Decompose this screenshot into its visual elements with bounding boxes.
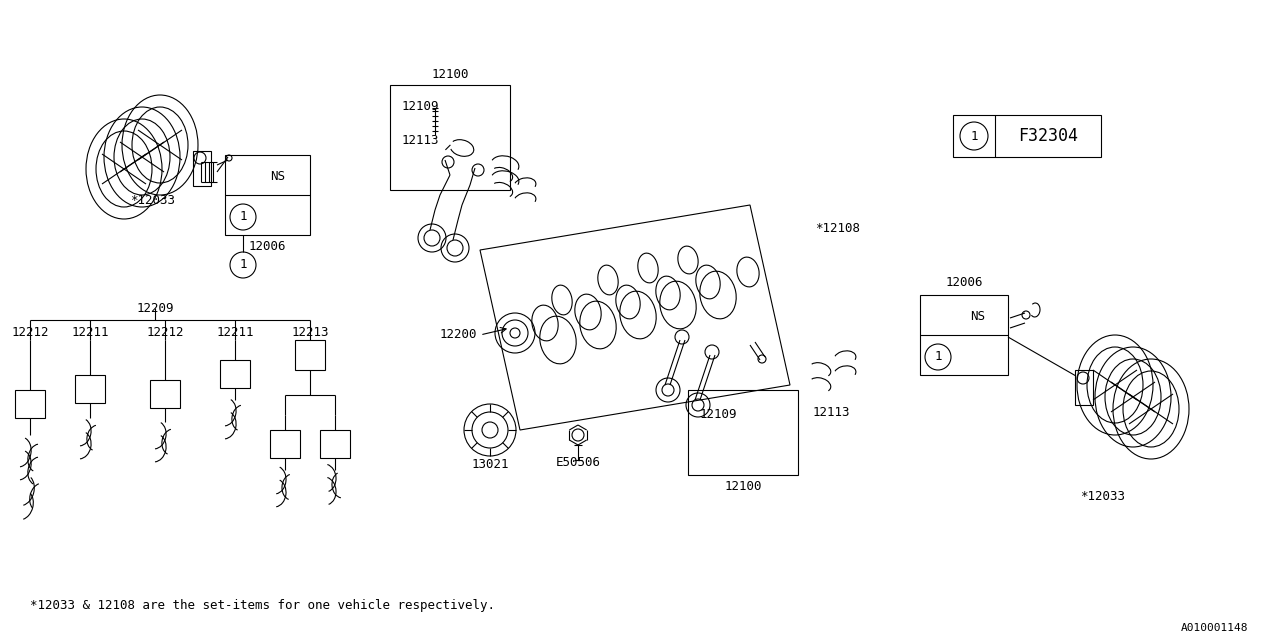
Bar	[76, 375, 105, 403]
Text: *12108: *12108	[815, 221, 860, 234]
Text: 12100: 12100	[431, 67, 468, 81]
Bar	[193, 151, 211, 186]
Text: 12113: 12113	[813, 406, 850, 419]
Text: 13021: 13021	[471, 458, 508, 472]
Text: NS: NS	[970, 310, 986, 323]
Text: 1: 1	[934, 351, 942, 364]
Bar	[15, 390, 45, 418]
Text: 12113: 12113	[402, 134, 439, 147]
Bar	[150, 380, 180, 408]
Text: 12109: 12109	[402, 100, 439, 113]
Text: A010001148: A010001148	[1180, 623, 1248, 633]
Bar	[320, 430, 349, 458]
Text: 12212: 12212	[12, 326, 49, 339]
Bar	[220, 360, 250, 388]
Bar	[954, 115, 1101, 157]
Text: 12100: 12100	[724, 481, 762, 493]
Bar	[1075, 370, 1093, 405]
Text: 1: 1	[239, 211, 247, 223]
Text: NS: NS	[270, 170, 285, 184]
Text: 12211: 12211	[216, 326, 253, 339]
Text: 12200: 12200	[439, 328, 477, 342]
Text: F32304: F32304	[1018, 127, 1078, 145]
Bar	[920, 295, 1009, 375]
Bar	[390, 85, 509, 190]
Text: 12006: 12006	[248, 241, 285, 253]
Text: 12213: 12213	[292, 326, 329, 339]
Bar	[270, 430, 300, 458]
Text: 12211: 12211	[72, 326, 109, 339]
Bar	[689, 390, 797, 475]
Text: 1: 1	[239, 259, 247, 271]
Bar	[294, 340, 325, 370]
Text: *12033 & 12108 are the set-items for one vehicle respectively.: *12033 & 12108 are the set-items for one…	[29, 598, 495, 611]
Text: 1: 1	[970, 129, 978, 143]
Bar	[225, 155, 310, 235]
Text: 12006: 12006	[945, 276, 983, 289]
Text: 12209: 12209	[136, 301, 174, 314]
Text: *12033: *12033	[1080, 490, 1125, 504]
Text: *12033: *12033	[131, 193, 175, 207]
Text: E50506: E50506	[556, 456, 600, 468]
Text: 12212: 12212	[146, 326, 184, 339]
Text: 12109: 12109	[700, 408, 737, 422]
